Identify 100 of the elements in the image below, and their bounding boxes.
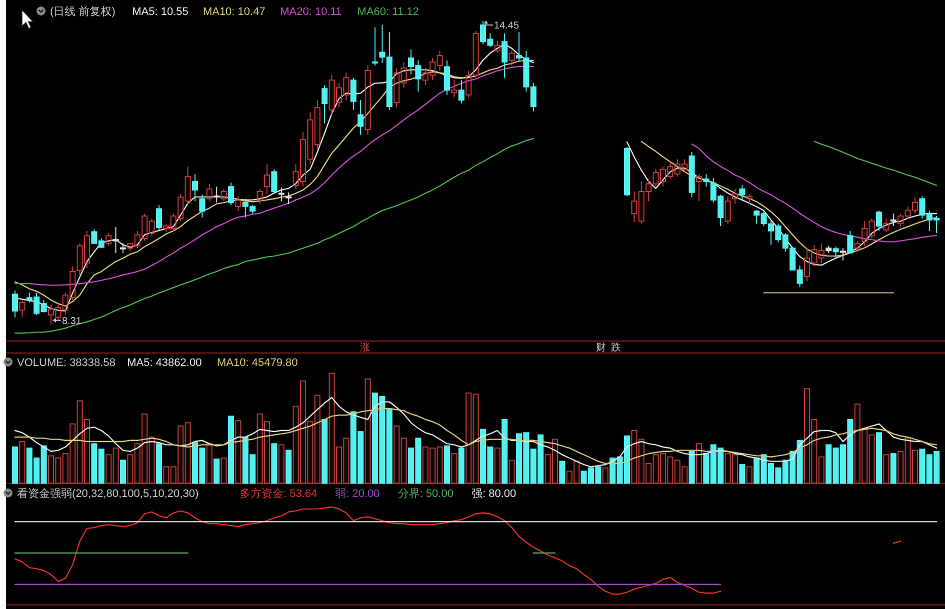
bar bbox=[148, 436, 155, 484]
bar bbox=[178, 426, 184, 484]
bar bbox=[214, 458, 220, 484]
bar bbox=[688, 450, 695, 484]
bar bbox=[638, 438, 644, 484]
candlestick bbox=[300, 132, 306, 188]
candlestick bbox=[112, 226, 119, 254]
text: 跌 bbox=[611, 342, 621, 354]
candlestick bbox=[256, 188, 263, 204]
series-label: 多方资金: 53.64 bbox=[240, 487, 318, 500]
bar bbox=[466, 392, 472, 484]
candlestick bbox=[646, 178, 652, 202]
bar bbox=[494, 448, 500, 484]
bar bbox=[602, 467, 608, 484]
candlestick bbox=[739, 184, 746, 202]
bar bbox=[818, 456, 824, 484]
bar bbox=[228, 416, 234, 484]
candlestick bbox=[868, 218, 875, 239]
candlestick bbox=[364, 65, 371, 136]
candlestick bbox=[660, 166, 666, 188]
candlestick bbox=[502, 32, 508, 78]
candlestick bbox=[206, 183, 212, 202]
candlestick bbox=[192, 174, 198, 202]
candlestick bbox=[328, 74, 335, 116]
bar bbox=[264, 421, 270, 484]
candlestick bbox=[682, 158, 688, 172]
candlestick bbox=[883, 218, 890, 232]
bar bbox=[696, 443, 702, 484]
candlestick bbox=[667, 161, 674, 180]
bar bbox=[256, 414, 263, 484]
candlestick bbox=[638, 180, 644, 224]
text: 涨 bbox=[360, 342, 370, 354]
candlestick bbox=[804, 248, 810, 282]
bar bbox=[48, 455, 54, 484]
candlestick bbox=[264, 164, 270, 194]
candlestick bbox=[350, 77, 356, 110]
bar bbox=[220, 458, 227, 484]
candlestick bbox=[184, 166, 191, 204]
bar bbox=[422, 446, 428, 484]
candlestick bbox=[430, 58, 436, 81]
bar bbox=[898, 450, 904, 484]
bar bbox=[552, 438, 558, 484]
bar bbox=[674, 460, 680, 484]
bar bbox=[400, 438, 407, 484]
candlestick bbox=[343, 72, 350, 101]
bar bbox=[883, 454, 890, 484]
candlestick bbox=[400, 61, 407, 88]
candlestick bbox=[904, 206, 911, 219]
bar bbox=[876, 432, 882, 484]
candlestick bbox=[214, 186, 220, 203]
candlestick bbox=[826, 245, 832, 254]
bar bbox=[127, 454, 134, 484]
bar bbox=[70, 423, 76, 484]
candlestick bbox=[314, 100, 320, 150]
candlestick bbox=[466, 70, 472, 98]
candlestick bbox=[688, 152, 695, 198]
series-label: 强: 80.00 bbox=[471, 488, 516, 500]
bar bbox=[451, 453, 458, 484]
candlestick bbox=[394, 68, 400, 108]
candlestick bbox=[286, 192, 292, 204]
candlestick bbox=[436, 50, 443, 71]
candlestick bbox=[127, 242, 134, 252]
candlestick bbox=[228, 182, 234, 206]
bar bbox=[394, 426, 400, 484]
candlestick bbox=[472, 30, 479, 78]
candlestick bbox=[235, 196, 242, 212]
bar bbox=[811, 419, 818, 484]
bar bbox=[134, 443, 140, 484]
bar bbox=[502, 419, 508, 484]
bar bbox=[307, 421, 314, 484]
bar bbox=[170, 466, 176, 484]
bar bbox=[62, 453, 68, 484]
annotation: 14.45 bbox=[494, 20, 520, 32]
text: 弱: 20.00 bbox=[335, 488, 380, 500]
bar bbox=[559, 460, 566, 484]
bar bbox=[444, 445, 450, 484]
candlestick bbox=[278, 187, 284, 202]
candlestick bbox=[696, 174, 702, 202]
candlestick bbox=[62, 292, 68, 316]
candlestick bbox=[811, 244, 818, 267]
candlestick bbox=[170, 213, 176, 232]
candlestick bbox=[156, 204, 162, 230]
bar bbox=[336, 446, 342, 484]
candlestick bbox=[862, 220, 868, 246]
bar bbox=[652, 454, 659, 484]
bar bbox=[458, 448, 464, 484]
bar bbox=[646, 463, 652, 484]
candlestick bbox=[494, 40, 500, 54]
candlestick bbox=[876, 210, 882, 232]
chart-title: (日线 前复权) bbox=[50, 5, 116, 18]
bar bbox=[278, 444, 284, 484]
candlestick bbox=[854, 240, 860, 252]
bar bbox=[328, 372, 335, 484]
candlestick bbox=[142, 213, 148, 242]
text: MA10: 45479.80 bbox=[217, 357, 298, 369]
bar bbox=[55, 458, 62, 484]
candlestick bbox=[48, 304, 54, 325]
candlestick bbox=[358, 100, 364, 136]
candlestick bbox=[322, 84, 328, 124]
candlestick bbox=[652, 168, 659, 188]
